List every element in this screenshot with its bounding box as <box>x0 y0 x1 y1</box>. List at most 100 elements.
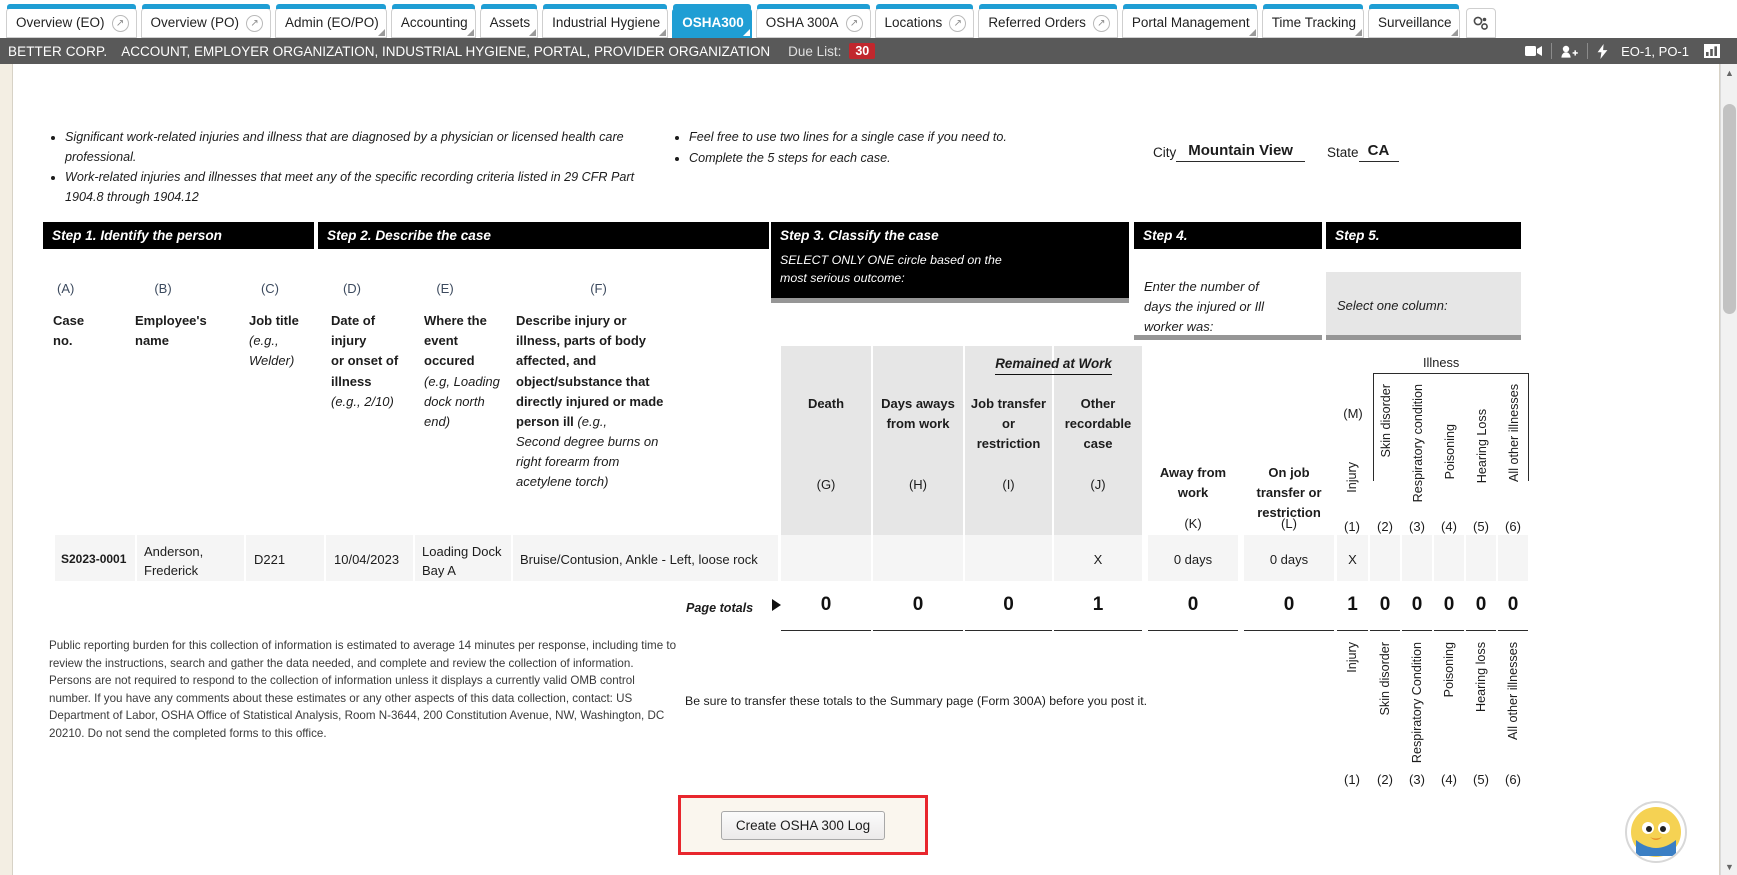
column-letter-a: (A) <box>57 281 75 296</box>
city-value[interactable]: Mountain View <box>1176 142 1305 162</box>
video-camera-icon[interactable] <box>1516 45 1551 57</box>
value-where: Loading Dock Bay A <box>422 544 502 578</box>
column-label-e-6: end) <box>424 413 451 429</box>
column-label-d-4: illness <box>331 373 372 389</box>
tab-label: Admin (EO/PO) <box>285 15 379 31</box>
cell-job-title[interactable] <box>246 535 324 581</box>
cell-illness-6[interactable] <box>1498 535 1528 581</box>
column-letter-g: (G) <box>816 477 836 492</box>
tab-referred-orders[interactable]: Referred Orders ↗ <box>978 4 1118 38</box>
total-illness-5: 0 <box>1475 594 1487 615</box>
column-header-j: Other recordable case <box>1056 394 1140 454</box>
column-header-h: Days aways from work <box>875 394 961 434</box>
column-label-a-1: Case <box>53 313 85 329</box>
column-header-b: (B) Employee's name <box>135 279 240 351</box>
tab-resize-corner-icon[interactable] <box>377 29 385 36</box>
illness-num-bottom-6: (6) <box>1505 772 1521 787</box>
cell-describe[interactable] <box>513 535 778 581</box>
page-scrollbar[interactable]: ▲ ▼ <box>1720 64 1737 875</box>
cell-illness-3[interactable] <box>1402 535 1432 581</box>
application-header-bar: BETTER CORP. ACCOUNT, EMPLOYER ORGANIZAT… <box>0 38 1737 64</box>
illness-num-5: (5) <box>1473 519 1489 534</box>
column-label-f-1: Describe injury or <box>516 313 627 329</box>
cell-days-away[interactable] <box>873 535 963 581</box>
tab-assets[interactable]: Assets <box>479 4 539 38</box>
external-link-icon[interactable]: ↗ <box>1092 14 1110 32</box>
cell-away-days[interactable] <box>1148 535 1238 581</box>
tab-osha-300a[interactable]: OSHA 300A ↗ <box>755 4 871 38</box>
tab-osha300[interactable]: OSHA300 <box>672 4 752 38</box>
cell-case-no[interactable] <box>55 535 135 581</box>
tab-resize-corner-icon[interactable] <box>529 29 537 36</box>
total-rule-j <box>1054 630 1142 631</box>
cell-employee-name[interactable] <box>137 535 244 581</box>
column-label-f-9: right forearm from <box>516 454 620 470</box>
cell-illness-4[interactable] <box>1434 535 1464 581</box>
column-label-j-2: recordable <box>1064 416 1132 432</box>
value-employee-name: Anderson, Frederick <box>144 544 204 578</box>
column-letter-j: (J) <box>1090 477 1106 492</box>
column-letter-k: (K) <box>1184 516 1202 531</box>
illness-num-bottom-2: (2) <box>1377 772 1393 787</box>
illness-label-top-5: Hearing Loss <box>1475 409 1489 484</box>
cell-transfer-days[interactable] <box>1244 535 1334 581</box>
tab-surveillance[interactable]: Surveillance <box>1367 4 1460 38</box>
total-illness-4: 0 <box>1443 594 1455 615</box>
cell-job-transfer[interactable] <box>965 535 1052 581</box>
tab-resize-corner-icon[interactable] <box>659 29 667 36</box>
gear-icon[interactable] <box>1465 8 1496 38</box>
external-link-icon[interactable]: ↗ <box>246 14 264 32</box>
illness-label-bottom-1: Injury <box>1345 642 1359 673</box>
tab-industrial-hygiene[interactable]: Industrial Hygiene <box>542 4 669 38</box>
external-link-icon[interactable]: ↗ <box>111 14 129 32</box>
tab-resize-corner-icon[interactable] <box>1450 29 1458 36</box>
external-link-icon[interactable]: ↗ <box>949 14 967 32</box>
user-context-label: EO-1, PO-1 <box>1621 43 1689 59</box>
cell-other-recordable[interactable] <box>1054 535 1142 581</box>
column-header-c: (C) Job title (e.g., Welder) <box>249 279 327 372</box>
tab-locations[interactable]: Locations ↗ <box>874 4 975 38</box>
column-label-f-6: person ill <box>516 413 574 429</box>
scroll-down-arrow-icon[interactable]: ▼ <box>1725 861 1734 872</box>
scrollbar-thumb[interactable] <box>1723 104 1736 314</box>
bar-chart-icon[interactable] <box>1695 44 1729 58</box>
lightning-bolt-icon[interactable] <box>1588 43 1617 59</box>
assistant-avatar[interactable] <box>1625 801 1687 863</box>
tab-resize-corner-icon[interactable] <box>1248 29 1256 36</box>
cell-illness-1[interactable] <box>1337 535 1368 581</box>
tab-time-tracking[interactable]: Time Tracking <box>1261 4 1364 38</box>
illness-label-top-3: Respiratory condition <box>1411 384 1425 503</box>
external-link-icon[interactable]: ↗ <box>845 14 863 32</box>
tab-portal-management[interactable]: Portal Management <box>1121 4 1258 38</box>
add-user-icon[interactable] <box>1552 45 1587 58</box>
total-death: 0 <box>820 594 832 615</box>
illness-label-top-6: All other illnesses <box>1507 384 1521 482</box>
tab-resize-corner-icon[interactable] <box>1354 29 1362 36</box>
column-letter-b: (B) <box>154 281 172 296</box>
tab-admin-eo-po[interactable]: Admin (EO/PO) <box>275 4 387 38</box>
create-osha-300-log-button[interactable]: Create OSHA 300 Log <box>720 810 886 840</box>
cell-date[interactable] <box>326 535 413 581</box>
cell-illness-2[interactable] <box>1370 535 1400 581</box>
transfer-totals-note: Be sure to transfer these totals to the … <box>685 694 1148 708</box>
illness-num-bottom-1: (1) <box>1344 772 1360 787</box>
tab-resize-corner-icon[interactable] <box>466 29 474 36</box>
due-list-count-badge[interactable]: 30 <box>849 43 876 59</box>
state-value[interactable]: CA <box>1358 142 1399 162</box>
duck-avatar-icon <box>1631 807 1681 857</box>
cell-where[interactable] <box>415 535 511 581</box>
step-4-banner: Step 4. <box>1134 222 1322 249</box>
illness-num-bottom-5: (5) <box>1473 772 1489 787</box>
illness-num-bottom-4: (4) <box>1441 772 1457 787</box>
tab-resize-corner-icon[interactable] <box>742 29 750 36</box>
cell-death[interactable] <box>781 535 871 581</box>
step-3-sub-rest: circle based on the <box>894 253 1002 267</box>
tab-overview-eo[interactable]: Overview (EO) ↗ <box>6 4 137 38</box>
column-label-e-4: (e.g, Loading <box>424 373 500 389</box>
column-label-h-2: from work <box>886 416 950 432</box>
state-label: State <box>1326 145 1359 160</box>
tab-accounting[interactable]: Accounting <box>390 4 476 38</box>
cell-illness-5[interactable] <box>1466 535 1496 581</box>
scroll-up-arrow-icon[interactable]: ▲ <box>1725 67 1734 78</box>
tab-overview-po[interactable]: Overview (PO) ↗ <box>140 4 272 38</box>
